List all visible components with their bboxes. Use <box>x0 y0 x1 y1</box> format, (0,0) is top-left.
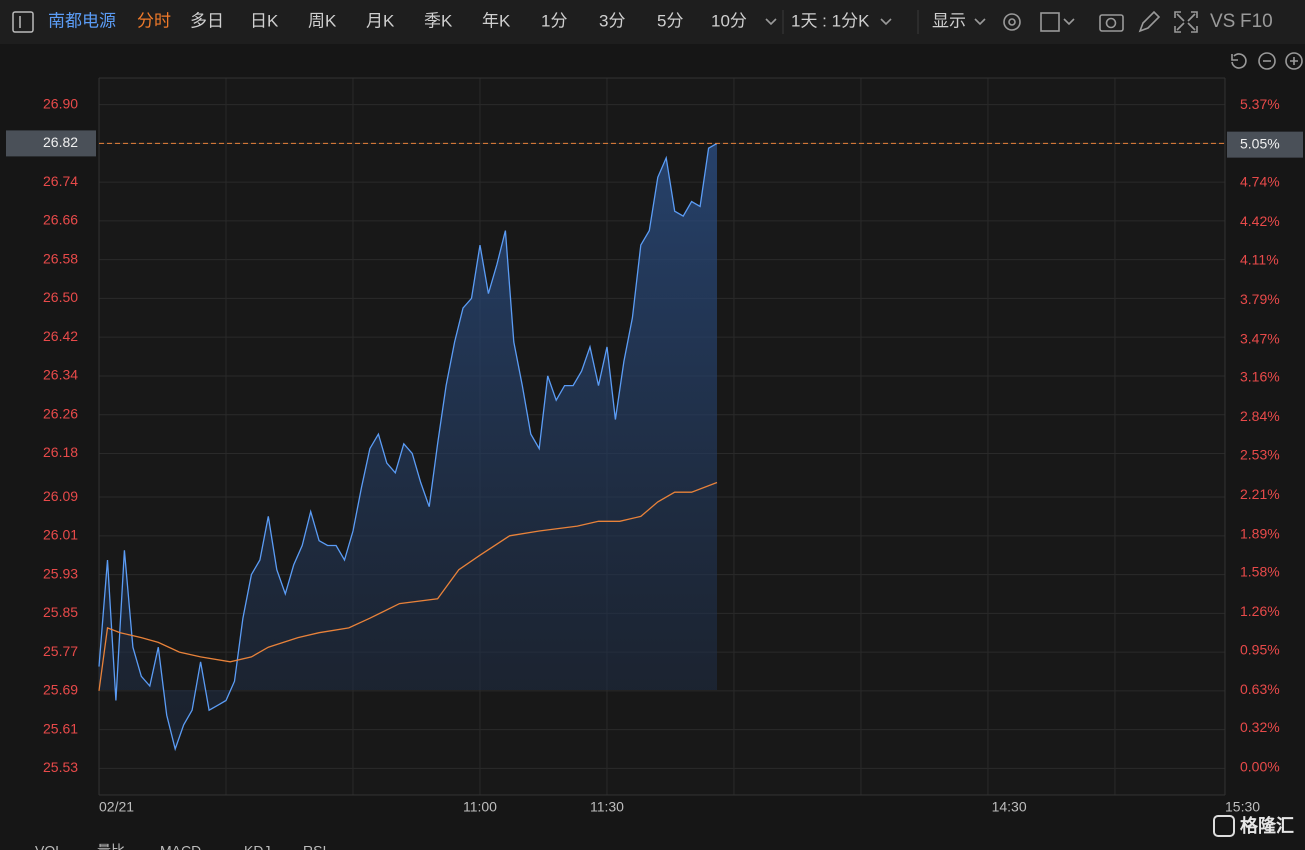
toolbar-bg <box>0 0 1305 44</box>
tab[interactable]: 1分 <box>541 11 567 30</box>
y-tick-label: 26.74 <box>43 173 78 189</box>
y2-tick-label: 2.84% <box>1240 408 1280 424</box>
tab[interactable]: 多日 <box>190 11 224 30</box>
fullscreen-icon[interactable] <box>1174 11 1198 33</box>
zoom-out-icon[interactable] <box>1258 52 1276 70</box>
tab[interactable]: 年K <box>482 11 511 30</box>
bottom-tab[interactable]: VOL <box>35 843 63 850</box>
y-tick-label: 26.18 <box>43 444 78 460</box>
reset-icon[interactable] <box>1231 53 1247 69</box>
y2-tick-label: 0.00% <box>1240 759 1280 775</box>
bottom-tab[interactable]: 量比 <box>97 843 125 850</box>
settings-icon[interactable] <box>1003 13 1021 31</box>
zoom-in-icon[interactable] <box>1285 52 1303 70</box>
average-line <box>98 481 718 691</box>
y-tick-label: 25.85 <box>43 604 78 620</box>
y-tick-label: 25.61 <box>43 720 78 736</box>
y-tick-label: 26.42 <box>43 328 78 344</box>
y2-tick-label: 4.74% <box>1240 174 1280 190</box>
watermark: 格隆汇 <box>1240 815 1294 836</box>
stock-name[interactable]: 南都电源 <box>48 11 116 30</box>
bottom-tab[interactable]: RSI <box>303 843 326 850</box>
y2-tick-label: 1.89% <box>1240 525 1280 541</box>
y-tick-label: 26.50 <box>43 289 78 305</box>
y-tick-label: 26.26 <box>43 405 78 421</box>
y2-tick-label: 1.26% <box>1240 603 1280 619</box>
x-tick-label: 11:00 <box>463 799 497 815</box>
dropdown-arrow[interactable] <box>880 18 892 26</box>
y-tick-label: 25.53 <box>43 759 78 775</box>
y2-tick-label: 3.79% <box>1240 291 1280 307</box>
y2-tick-label: 0.32% <box>1240 719 1280 735</box>
logo-icon <box>1213 815 1235 837</box>
settings-icon-core <box>1008 18 1016 26</box>
y-tick-label: 26.01 <box>43 527 78 543</box>
menu-icon[interactable] <box>12 11 34 33</box>
x-tick-label: 15:30 <box>1225 799 1260 815</box>
bottom-tab[interactable]: MACD <box>160 843 201 850</box>
dropdown-arrow[interactable] <box>974 18 986 26</box>
y2-tick-label: 2.53% <box>1240 446 1280 462</box>
y-tick-label: 25.77 <box>43 643 78 659</box>
y2-tick-label: 2.21% <box>1240 486 1280 502</box>
tab[interactable]: 日K <box>250 11 279 30</box>
x-tick-label: 02/21 <box>99 799 134 815</box>
tabs: 分时 多日 日K 周K 月K 季K 年K 1分 3分 5分 10分 <box>137 11 747 30</box>
tab[interactable]: 周K <box>308 11 337 30</box>
y-tick-label: 26.66 <box>43 212 78 228</box>
y2-tick-label: 5.37% <box>1240 96 1280 112</box>
camera-lens <box>1105 17 1117 29</box>
tab[interactable]: 分时 <box>137 11 171 30</box>
vs-button[interactable]: VS <box>1210 11 1235 32</box>
y-tick-label: 26.34 <box>43 367 78 383</box>
color-box-icon[interactable] <box>1040 12 1060 32</box>
current-change-label: 5.05% <box>1240 135 1280 151</box>
tab[interactable]: 月K <box>366 11 395 30</box>
y2-tick-label: 1.58% <box>1240 564 1280 580</box>
f10-button[interactable]: F10 <box>1240 11 1273 32</box>
zoom-in-plus <box>1290 57 1298 65</box>
y2-tick-label: 0.63% <box>1240 681 1280 697</box>
camera-icon[interactable] <box>1099 14 1124 32</box>
y2-tick-label: 3.16% <box>1240 369 1280 385</box>
y-tick-label: 26.90 <box>43 95 78 111</box>
y2-tick-label: 3.47% <box>1240 330 1280 346</box>
y-tick-label: 25.69 <box>43 682 78 698</box>
current-price-box <box>6 130 96 157</box>
x-tick-label: 11:30 <box>590 799 624 815</box>
bottom-tabs: VOL 量比 MACD KDJ RSI <box>35 843 326 850</box>
y-tick-label: 25.93 <box>43 565 78 581</box>
tab[interactable]: 3分 <box>599 11 625 30</box>
current-change-box <box>1227 131 1303 158</box>
period-select[interactable]: 1天 : 1分K <box>791 11 870 30</box>
price-area <box>99 143 718 749</box>
tab[interactable]: 10分 <box>711 11 747 30</box>
tab[interactable]: 5分 <box>657 11 683 30</box>
x-tick-label: 14:30 <box>992 799 1027 815</box>
y2-tick-label: 4.11% <box>1240 251 1279 267</box>
plot: 26.90 26.82 26.74 26.66 26.58 26.50 26.42 26.34… <box>6 77 1303 815</box>
display-select[interactable]: 显示 <box>932 11 966 30</box>
dropdown-arrow[interactable] <box>1063 18 1075 26</box>
current-price-label: 26.82 <box>43 134 78 150</box>
pencil-icon[interactable] <box>1138 10 1161 33</box>
y2-tick-label: 4.42% <box>1240 213 1280 229</box>
y-tick-label: 26.09 <box>43 488 78 504</box>
tab[interactable]: 季K <box>424 11 453 30</box>
y2-tick-label: 0.95% <box>1240 641 1280 657</box>
price-line <box>98 142 718 752</box>
dropdown-arrow[interactable] <box>765 18 777 26</box>
bottom-tab[interactable]: KDJ <box>244 843 270 850</box>
y-tick-label: 26.58 <box>43 250 78 266</box>
